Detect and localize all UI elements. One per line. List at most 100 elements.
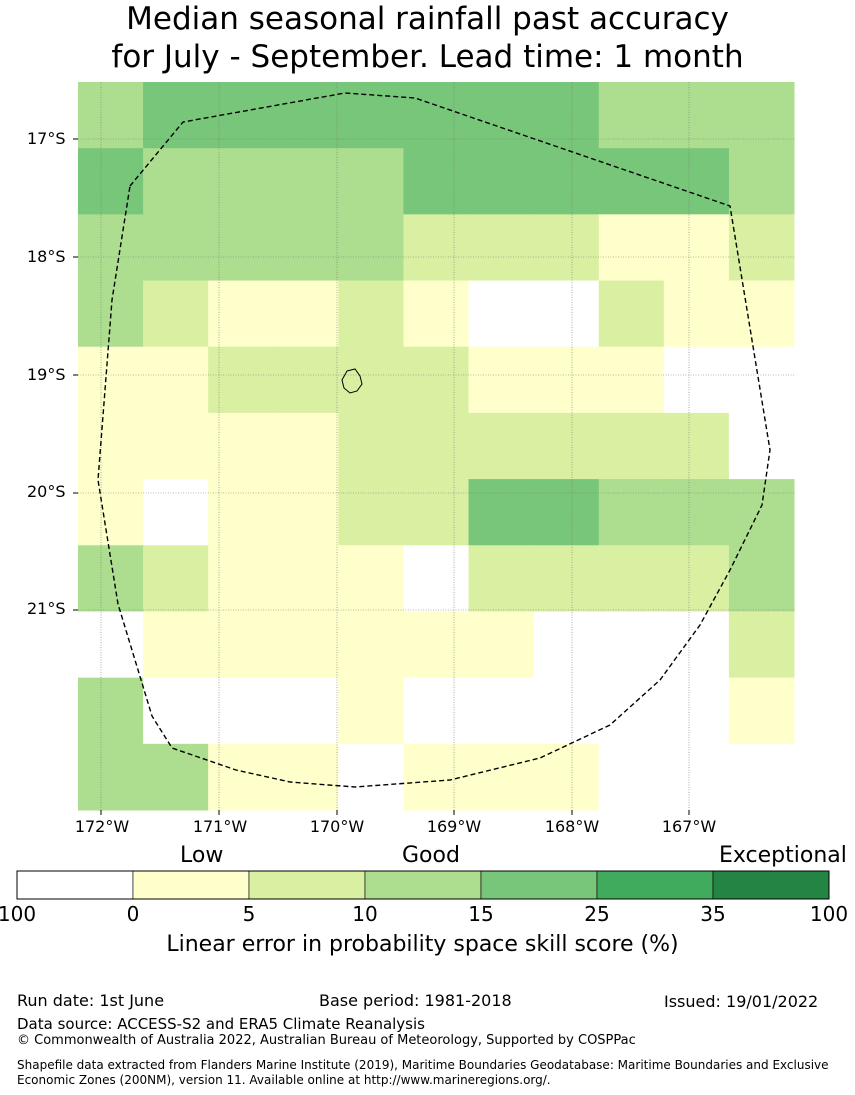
colorbar (16, 870, 830, 900)
shapefile-credit: Shapefile data extracted from Flanders M… (17, 1058, 829, 1087)
skill-cell (208, 214, 274, 282)
colorbar-tick: 10 (352, 902, 378, 926)
lat-label-18s: 18°S (27, 247, 66, 266)
skill-cell (728, 743, 795, 811)
category-exceptional: Exceptional (719, 843, 847, 868)
skill-cell (663, 412, 730, 480)
skill-cell (208, 611, 274, 679)
title-line-2: for July - September. Lead time: 1 month (111, 39, 744, 75)
skill-score-grid (78, 82, 795, 811)
colorbar-tick: 15 (468, 902, 494, 926)
skill-cell (338, 479, 404, 546)
skill-cell (403, 346, 470, 414)
skill-cell (208, 82, 274, 149)
colorbar-segment (712, 870, 830, 900)
skill-cell (663, 346, 730, 414)
skill-cell (273, 280, 339, 348)
skill-cell (533, 611, 600, 679)
colorbar-segment (596, 870, 714, 900)
skill-cell (208, 412, 274, 480)
skill-cell (143, 545, 209, 612)
lat-label-20s: 20°S (27, 482, 66, 501)
colorbar-tick: 5 (242, 902, 256, 926)
skill-cell (403, 677, 470, 745)
skill-cell (598, 611, 665, 679)
skill-cell (78, 677, 144, 745)
skill-cell (468, 346, 535, 414)
skill-cell (143, 148, 209, 215)
skill-cell (468, 677, 535, 745)
skill-cell (728, 677, 795, 745)
colorbar-title: Linear error in probability space skill … (166, 932, 679, 957)
skill-cell (598, 214, 665, 282)
skill-cell (468, 611, 535, 679)
skill-cell (273, 346, 339, 414)
skill-cell (728, 214, 795, 282)
skill-cell (598, 346, 665, 414)
skill-cell (273, 479, 339, 546)
skill-cell (663, 82, 730, 149)
niue-island-outline (341, 368, 363, 394)
skill-cell (143, 214, 209, 282)
lon-label-171w: 171°W (192, 817, 248, 836)
skill-cell (468, 280, 535, 348)
skill-cell (338, 82, 404, 149)
skill-cell (143, 677, 209, 745)
skill-cell (468, 545, 535, 612)
lon-label-172w: 172°W (74, 817, 130, 836)
skill-cell (273, 677, 339, 745)
skill-cell (338, 280, 404, 348)
skill-cell (208, 479, 274, 546)
skill-cell (468, 479, 535, 546)
skill-cell (468, 412, 535, 480)
skill-cell (598, 412, 665, 480)
skill-cell (208, 148, 274, 215)
skill-cell (598, 743, 665, 811)
title-line-1: Median seasonal rainfall past accuracy (126, 1, 729, 37)
colorbar-frame (16, 870, 830, 900)
colorbar-tick: 0 (126, 902, 140, 926)
skill-cell (403, 280, 470, 348)
colorbar-tick: 35 (700, 902, 726, 926)
skill-cell (78, 611, 144, 679)
skill-cell (143, 743, 209, 811)
skill-cell (78, 412, 144, 480)
lon-label-170w: 170°W (309, 817, 365, 836)
skill-cell (338, 346, 404, 414)
skill-cell (598, 82, 665, 149)
skill-cell (663, 479, 730, 546)
skill-cell (598, 677, 665, 745)
skill-cell (533, 545, 600, 612)
skill-cell (728, 148, 795, 215)
skill-cell (338, 545, 404, 612)
run-date: Run date: 1st June (17, 991, 165, 1010)
skill-cell (273, 611, 339, 679)
skill-cell (273, 743, 339, 811)
data-source: Data source: ACCESS-S2 and ERA5 Climate … (17, 1015, 425, 1033)
skill-cell (663, 677, 730, 745)
skill-cell (468, 214, 535, 282)
chart-title: Median seasonal rainfall past accuracy f… (0, 0, 855, 76)
lat-label-21s: 21°S (27, 599, 66, 618)
colorbar-tick: 100 (809, 902, 849, 926)
skill-cell (663, 214, 730, 282)
lat-label-17s: 17°S (27, 129, 66, 148)
eez-boundary-line (97, 92, 771, 788)
issued-date: Issued: 19/01/2022 (664, 992, 819, 1011)
lon-label-168w: 168°W (544, 817, 600, 836)
skill-cell (598, 280, 665, 348)
skill-cell (403, 82, 470, 149)
colorbar-segment (248, 870, 366, 900)
skill-cell (338, 148, 404, 215)
skill-cell (728, 611, 795, 679)
skill-cell (273, 82, 339, 149)
skill-cell (533, 743, 600, 811)
skill-cell (728, 280, 795, 348)
skill-cell (403, 479, 470, 546)
skill-cell (208, 677, 274, 745)
colorbar-segment (16, 870, 134, 900)
skill-cell (208, 280, 274, 348)
skill-cell (78, 479, 144, 546)
skill-cell (403, 412, 470, 480)
skill-cell (403, 545, 470, 612)
